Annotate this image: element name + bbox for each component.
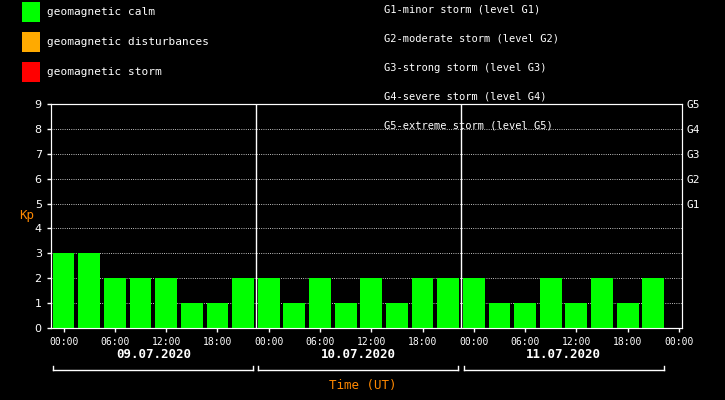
Y-axis label: Kp: Kp: [19, 210, 34, 222]
Bar: [78, 253, 100, 328]
Bar: [617, 303, 639, 328]
Text: geomagnetic storm: geomagnetic storm: [47, 67, 162, 77]
Text: geomagnetic calm: geomagnetic calm: [47, 7, 155, 17]
Bar: [437, 278, 459, 328]
Bar: [489, 303, 510, 328]
Bar: [104, 278, 125, 328]
Text: G3-strong storm (level G3): G3-strong storm (level G3): [384, 63, 547, 73]
Bar: [514, 303, 536, 328]
Bar: [591, 278, 613, 328]
Bar: [53, 253, 75, 328]
Bar: [155, 278, 177, 328]
Text: geomagnetic disturbances: geomagnetic disturbances: [47, 37, 209, 47]
Text: G1-minor storm (level G1): G1-minor storm (level G1): [384, 5, 541, 15]
Bar: [335, 303, 357, 328]
Text: 11.07.2020: 11.07.2020: [526, 348, 601, 360]
Bar: [283, 303, 305, 328]
Bar: [309, 278, 331, 328]
Text: 10.07.2020: 10.07.2020: [321, 348, 396, 360]
Bar: [566, 303, 587, 328]
Text: G4-severe storm (level G4): G4-severe storm (level G4): [384, 91, 547, 101]
Text: Time (UT): Time (UT): [328, 380, 397, 392]
Bar: [540, 278, 562, 328]
Bar: [412, 278, 434, 328]
Text: 09.07.2020: 09.07.2020: [116, 348, 191, 360]
Bar: [360, 278, 382, 328]
Bar: [130, 278, 152, 328]
Bar: [181, 303, 203, 328]
Bar: [232, 278, 254, 328]
Bar: [642, 278, 664, 328]
Text: G2-moderate storm (level G2): G2-moderate storm (level G2): [384, 34, 559, 44]
Bar: [463, 278, 485, 328]
Text: G5-extreme storm (level G5): G5-extreme storm (level G5): [384, 120, 553, 130]
Bar: [386, 303, 407, 328]
Bar: [258, 278, 280, 328]
Bar: [207, 303, 228, 328]
